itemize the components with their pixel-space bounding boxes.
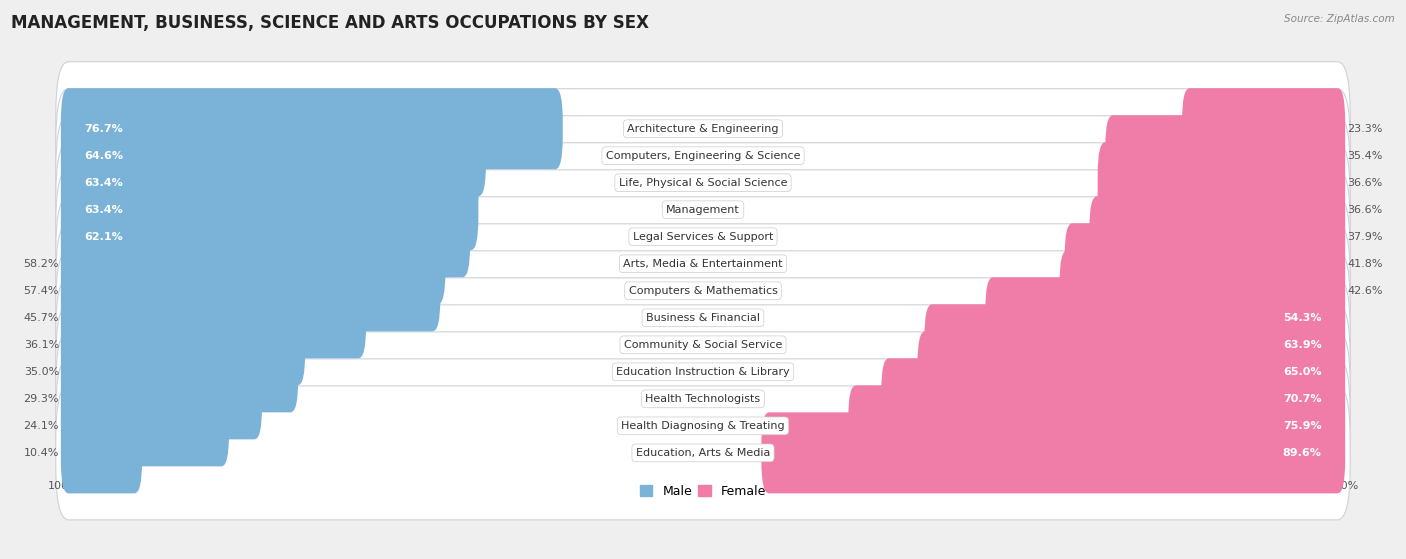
FancyBboxPatch shape bbox=[1182, 88, 1346, 169]
Text: Arts, Media & Entertainment: Arts, Media & Entertainment bbox=[623, 259, 783, 269]
FancyBboxPatch shape bbox=[56, 116, 1350, 250]
Text: 58.2%: 58.2% bbox=[24, 259, 59, 269]
Text: 76.7%: 76.7% bbox=[84, 124, 124, 134]
FancyBboxPatch shape bbox=[56, 61, 1350, 196]
Text: Life, Physical & Social Science: Life, Physical & Social Science bbox=[619, 178, 787, 188]
Text: 63.4%: 63.4% bbox=[84, 178, 124, 188]
FancyBboxPatch shape bbox=[918, 331, 1346, 413]
FancyBboxPatch shape bbox=[925, 304, 1346, 385]
Text: 35.0%: 35.0% bbox=[24, 367, 59, 377]
Text: 45.7%: 45.7% bbox=[24, 313, 59, 323]
Text: Health Diagnosing & Treating: Health Diagnosing & Treating bbox=[621, 421, 785, 431]
FancyBboxPatch shape bbox=[60, 304, 305, 385]
FancyBboxPatch shape bbox=[56, 386, 1350, 520]
FancyBboxPatch shape bbox=[60, 223, 446, 304]
Text: 54.3%: 54.3% bbox=[1284, 313, 1322, 323]
FancyBboxPatch shape bbox=[56, 305, 1350, 439]
Text: Computers & Mathematics: Computers & Mathematics bbox=[628, 286, 778, 296]
Text: 62.1%: 62.1% bbox=[84, 232, 124, 241]
Text: Community & Social Service: Community & Social Service bbox=[624, 340, 782, 350]
FancyBboxPatch shape bbox=[56, 332, 1350, 466]
FancyBboxPatch shape bbox=[56, 251, 1350, 385]
Text: 10.4%: 10.4% bbox=[24, 448, 59, 458]
Text: Management: Management bbox=[666, 205, 740, 215]
FancyBboxPatch shape bbox=[986, 277, 1346, 358]
FancyBboxPatch shape bbox=[1098, 169, 1346, 250]
Text: 37.9%: 37.9% bbox=[1347, 232, 1382, 241]
FancyBboxPatch shape bbox=[56, 224, 1350, 358]
Text: 41.8%: 41.8% bbox=[1347, 259, 1382, 269]
Text: 24.1%: 24.1% bbox=[24, 421, 59, 431]
Text: Health Technologists: Health Technologists bbox=[645, 394, 761, 404]
FancyBboxPatch shape bbox=[60, 88, 562, 169]
FancyBboxPatch shape bbox=[60, 358, 262, 439]
FancyBboxPatch shape bbox=[1060, 250, 1346, 331]
FancyBboxPatch shape bbox=[882, 358, 1346, 439]
Text: 65.0%: 65.0% bbox=[1284, 367, 1322, 377]
Text: Business & Financial: Business & Financial bbox=[645, 313, 761, 323]
Text: Education Instruction & Library: Education Instruction & Library bbox=[616, 367, 790, 377]
Text: Source: ZipAtlas.com: Source: ZipAtlas.com bbox=[1284, 14, 1395, 24]
FancyBboxPatch shape bbox=[1098, 142, 1346, 223]
Text: 89.6%: 89.6% bbox=[1282, 448, 1322, 458]
Text: 29.3%: 29.3% bbox=[24, 394, 59, 404]
Text: 63.4%: 63.4% bbox=[84, 205, 124, 215]
Text: 23.3%: 23.3% bbox=[1347, 124, 1382, 134]
FancyBboxPatch shape bbox=[1105, 115, 1346, 196]
Text: 36.6%: 36.6% bbox=[1347, 205, 1382, 215]
Text: 36.6%: 36.6% bbox=[1347, 178, 1382, 188]
Text: 70.7%: 70.7% bbox=[1284, 394, 1322, 404]
Text: 64.6%: 64.6% bbox=[84, 151, 124, 161]
Text: Architecture & Engineering: Architecture & Engineering bbox=[627, 124, 779, 134]
Text: MANAGEMENT, BUSINESS, SCIENCE AND ARTS OCCUPATIONS BY SEX: MANAGEMENT, BUSINESS, SCIENCE AND ARTS O… bbox=[11, 14, 650, 32]
FancyBboxPatch shape bbox=[56, 197, 1350, 331]
FancyBboxPatch shape bbox=[1090, 196, 1346, 277]
FancyBboxPatch shape bbox=[60, 196, 470, 277]
FancyBboxPatch shape bbox=[1064, 223, 1346, 304]
Text: 42.6%: 42.6% bbox=[1347, 286, 1382, 296]
FancyBboxPatch shape bbox=[56, 89, 1350, 222]
FancyBboxPatch shape bbox=[56, 278, 1350, 412]
Legend: Male, Female: Male, Female bbox=[636, 480, 770, 503]
Text: Computers, Engineering & Science: Computers, Engineering & Science bbox=[606, 151, 800, 161]
FancyBboxPatch shape bbox=[56, 359, 1350, 493]
FancyBboxPatch shape bbox=[56, 170, 1350, 304]
Text: Legal Services & Support: Legal Services & Support bbox=[633, 232, 773, 241]
FancyBboxPatch shape bbox=[60, 115, 486, 196]
FancyBboxPatch shape bbox=[60, 169, 478, 250]
Text: 57.4%: 57.4% bbox=[24, 286, 59, 296]
Text: 75.9%: 75.9% bbox=[1284, 421, 1322, 431]
Text: 63.9%: 63.9% bbox=[1282, 340, 1322, 350]
Text: Education, Arts & Media: Education, Arts & Media bbox=[636, 448, 770, 458]
FancyBboxPatch shape bbox=[60, 331, 298, 413]
Text: 36.1%: 36.1% bbox=[24, 340, 59, 350]
FancyBboxPatch shape bbox=[60, 413, 142, 494]
FancyBboxPatch shape bbox=[848, 385, 1346, 466]
Text: 35.4%: 35.4% bbox=[1347, 151, 1382, 161]
FancyBboxPatch shape bbox=[762, 413, 1346, 494]
FancyBboxPatch shape bbox=[60, 250, 440, 331]
FancyBboxPatch shape bbox=[56, 143, 1350, 277]
FancyBboxPatch shape bbox=[60, 385, 229, 466]
FancyBboxPatch shape bbox=[60, 277, 366, 358]
FancyBboxPatch shape bbox=[60, 142, 478, 223]
